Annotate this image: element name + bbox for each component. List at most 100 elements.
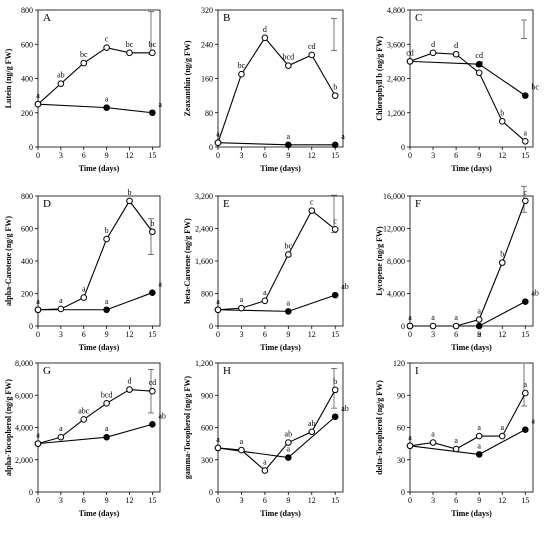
- data-point-open: [475, 69, 483, 77]
- data-point-filled: [331, 291, 339, 299]
- significance-label-open: a: [477, 307, 481, 316]
- data-point-open: [498, 259, 506, 266]
- x-axis-title: Time (days): [451, 509, 492, 518]
- significance-label-open: c: [105, 35, 109, 44]
- data-point-open: [452, 50, 460, 58]
- x-tick-label: 9: [286, 330, 290, 339]
- y-tick-label: 600: [21, 40, 33, 49]
- significance-label-open: b: [128, 188, 132, 197]
- x-axis-title: Time (days): [260, 164, 301, 173]
- x-tick-label: 12: [498, 496, 506, 505]
- data-point-open: [406, 442, 414, 450]
- panel-letter: C: [415, 12, 422, 24]
- significance-label-open: a: [216, 130, 220, 139]
- significance-label-open: a: [59, 296, 63, 305]
- significance-label-open: bc: [238, 61, 246, 70]
- y-axis-title: alpha-Carotene (ng/g FW): [4, 216, 13, 306]
- x-tick-label: 15: [148, 330, 156, 339]
- y-axis-title: beta-Carotene (ng/g FW): [183, 218, 192, 304]
- data-point-filled: [103, 306, 110, 314]
- y-tick-label: 0: [209, 488, 213, 497]
- x-tick-label: 0: [216, 151, 220, 160]
- x-tick-label: 15: [148, 496, 156, 505]
- significance-label-filled: cd: [475, 51, 483, 60]
- y-tick-label: 320: [201, 6, 213, 15]
- y-tick-label: 600: [21, 225, 33, 234]
- significance-label-open: c: [333, 216, 337, 225]
- significance-label-open: b: [105, 226, 109, 235]
- significance-label-open: a: [500, 423, 504, 432]
- panel-letter: H: [223, 365, 231, 377]
- x-tick-label: 3: [431, 151, 435, 160]
- x-axis-title: Time (days): [79, 509, 120, 518]
- y-axis-title: delta-Tocopherol (ng/g FW): [375, 380, 384, 475]
- series-line-filled: [217, 416, 336, 459]
- x-tick-label: 6: [263, 330, 267, 339]
- x-tick-label: 15: [331, 330, 339, 339]
- data-point-open: [285, 251, 292, 258]
- significance-label-open: d: [128, 377, 132, 386]
- x-tick-label: 0: [216, 496, 220, 505]
- y-tick-label: 12,000: [383, 225, 405, 234]
- data-point-open: [429, 49, 437, 57]
- data-point-open: [429, 439, 437, 446]
- y-tick-label: 8,000: [15, 359, 33, 368]
- data-point-open: [238, 304, 245, 312]
- y-tick-label: 3,600: [387, 40, 405, 49]
- significance-label-open: cd: [475, 60, 483, 69]
- data-point-open: [57, 80, 65, 87]
- data-point-open: [308, 51, 316, 59]
- x-tick-label: 9: [105, 496, 109, 505]
- y-tick-label: 80: [205, 109, 213, 118]
- data-point-open: [80, 59, 88, 67]
- plot-frame: [409, 9, 534, 148]
- x-tick-label: 15: [331, 151, 339, 160]
- x-tick-label: 15: [148, 151, 156, 160]
- x-tick-label: 0: [36, 151, 40, 160]
- significance-label-filled: a: [105, 424, 109, 433]
- x-tick-label: 3: [239, 151, 243, 160]
- data-point-filled: [331, 141, 339, 149]
- significance-label-open: d: [431, 40, 435, 49]
- significance-label-open: a: [408, 433, 412, 442]
- y-tick-label: 200: [21, 109, 33, 118]
- significance-label-open: a: [36, 431, 40, 440]
- x-tick-label: 0: [216, 330, 220, 339]
- data-point-open: [522, 197, 529, 205]
- data-point-open: [149, 228, 156, 236]
- data-point-open: [452, 322, 460, 330]
- panel-letter: B: [223, 12, 230, 24]
- data-point-filled: [285, 308, 292, 315]
- plot-frame: [217, 195, 344, 327]
- series-line-open: [37, 389, 153, 445]
- panel-letter: F: [415, 198, 421, 210]
- significance-label-open: bcd: [101, 390, 113, 399]
- data-point-open: [285, 439, 292, 446]
- significance-label-open: a: [431, 313, 435, 322]
- y-tick-label: 2,400: [387, 75, 405, 84]
- data-point-open: [261, 34, 269, 42]
- panel-g: G 0 3 6 9 12 15 Time (days) 0 2,000 4,000 6,000 8,00…: [4, 359, 166, 518]
- x-tick-label: 12: [308, 330, 316, 339]
- significance-label-open: bc: [149, 40, 157, 49]
- y-tick-label: 4,000: [15, 424, 33, 433]
- x-tick-label: 3: [239, 496, 243, 505]
- y-tick-label: 300: [201, 456, 213, 465]
- y-tick-label: 0: [401, 322, 405, 331]
- data-point-filled: [149, 420, 156, 428]
- significance-label-open: a: [59, 424, 63, 433]
- y-tick-label: 3,200: [195, 192, 213, 201]
- x-tick-label: 6: [454, 151, 458, 160]
- data-point-filled: [285, 141, 292, 149]
- series-line-filled: [37, 423, 153, 445]
- data-point-open: [261, 467, 269, 474]
- x-tick-label: 15: [331, 496, 339, 505]
- significance-label-filled: a: [477, 330, 481, 339]
- data-point-open: [261, 297, 269, 305]
- x-tick-label: 3: [59, 151, 63, 160]
- x-tick-label: 3: [431, 496, 435, 505]
- x-tick-label: 12: [126, 496, 134, 505]
- plot-frame: [217, 362, 344, 493]
- y-axis-title: Chlorophyll b (ng/g FW): [375, 36, 384, 121]
- panel-h: H 0 3 6 9 12 15 Time (days) 0 300 600 900 1,200gamma…: [183, 359, 349, 518]
